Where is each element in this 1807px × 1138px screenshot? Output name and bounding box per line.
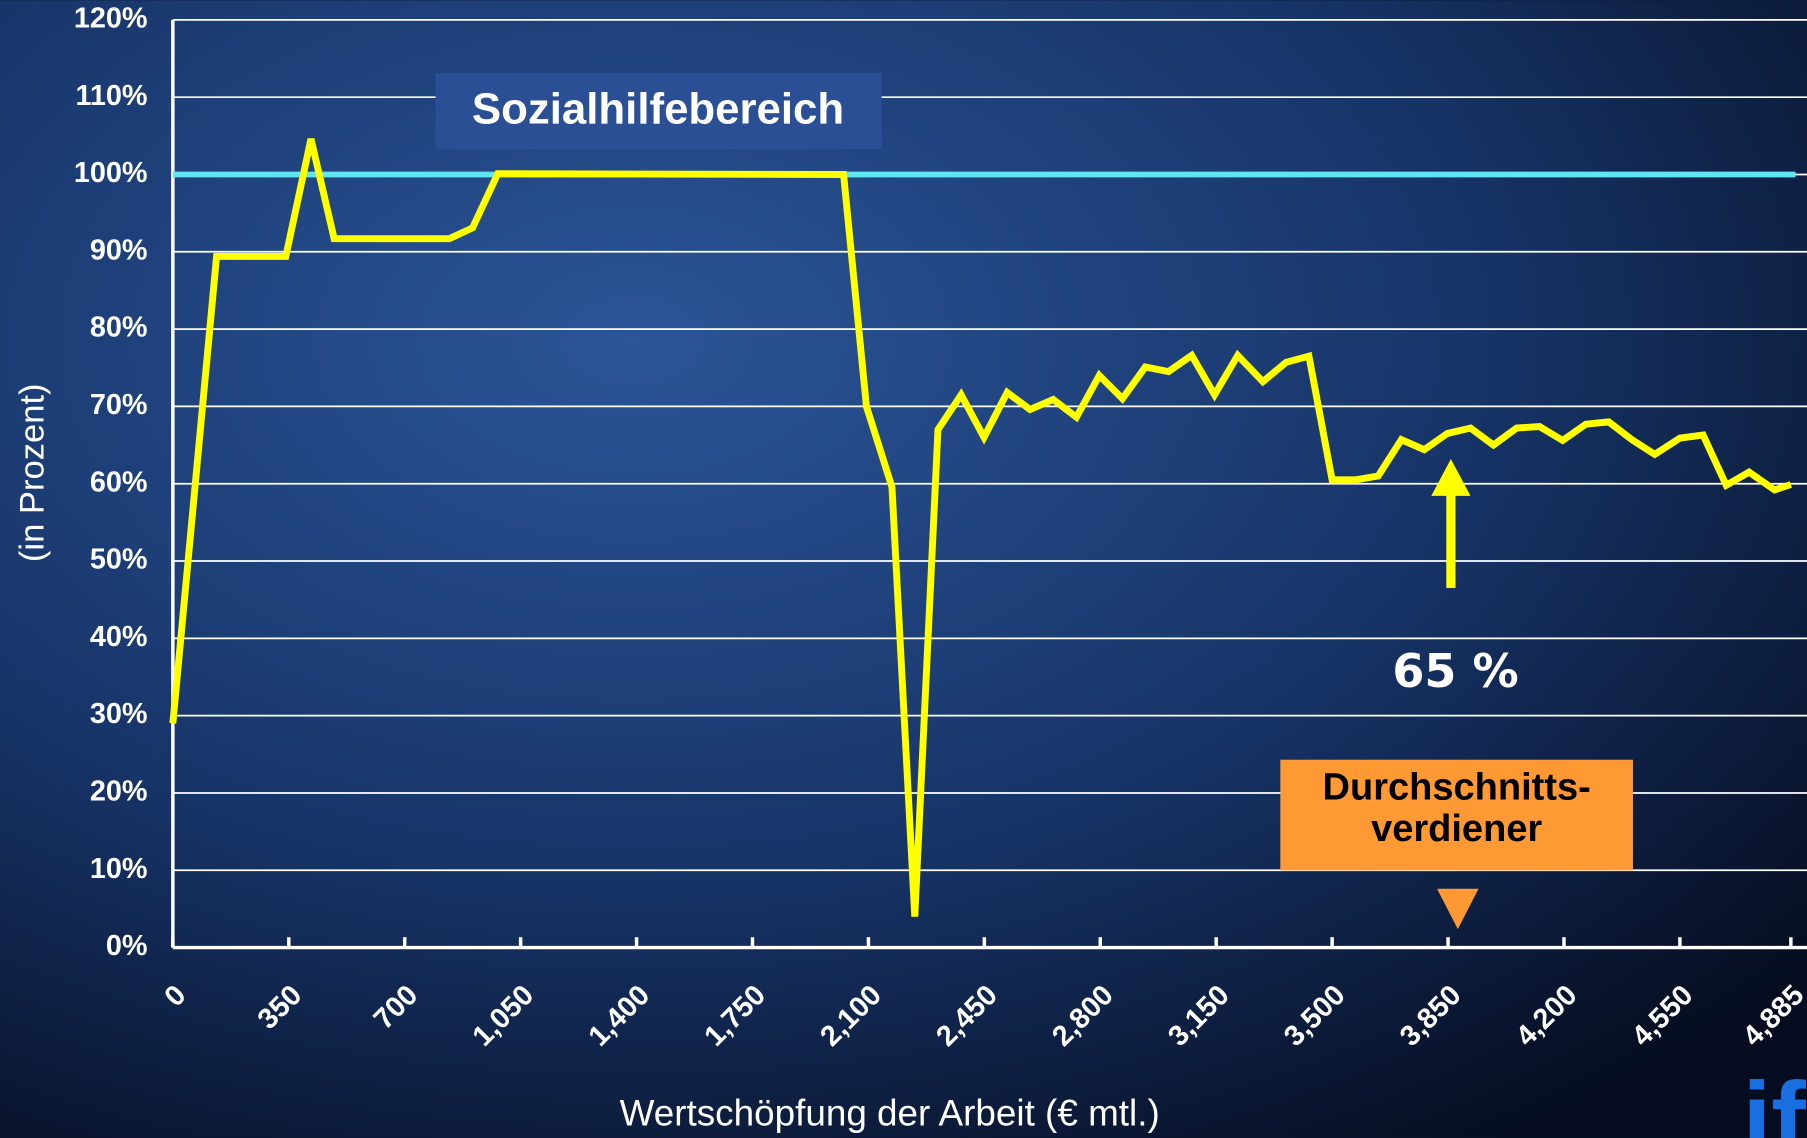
average-label: verdiener — [1371, 808, 1542, 850]
average-label: Durchschnitts- — [1323, 767, 1591, 809]
logo: ifo — [1742, 1061, 1807, 1138]
y-tick-label: 80% — [90, 312, 148, 344]
region-box — [435, 72, 882, 149]
y-tick-label: 60% — [90, 466, 148, 498]
y-tick-label: 40% — [90, 621, 148, 653]
average-marker — [1437, 888, 1479, 930]
y-tick-label: 0% — [106, 930, 148, 962]
data-line — [169, 138, 1792, 917]
plot — [169, 138, 1796, 917]
y-tick-label: 30% — [90, 698, 148, 730]
percent-label: 65 % — [1392, 644, 1518, 698]
y-tick-label: 20% — [90, 776, 148, 808]
y-tick-label: 110% — [75, 80, 147, 112]
y-tick-label: 10% — [90, 853, 148, 885]
x-axis-label: Wertschöpfung der Arbeit (€ mtl.) — [620, 1093, 1160, 1134]
region-label: Sozialhilfebereich — [472, 85, 844, 134]
y-axis-label: (in Prozent) — [14, 383, 52, 562]
y-tick-label: 50% — [90, 544, 148, 576]
y-tick-label: 70% — [90, 389, 148, 421]
y-tick-label: 100% — [74, 157, 148, 189]
y-tick-label: 120% — [74, 2, 148, 34]
y-tick-label: 90% — [90, 234, 148, 266]
arrow-head — [1431, 458, 1471, 496]
average-box — [1280, 759, 1633, 871]
